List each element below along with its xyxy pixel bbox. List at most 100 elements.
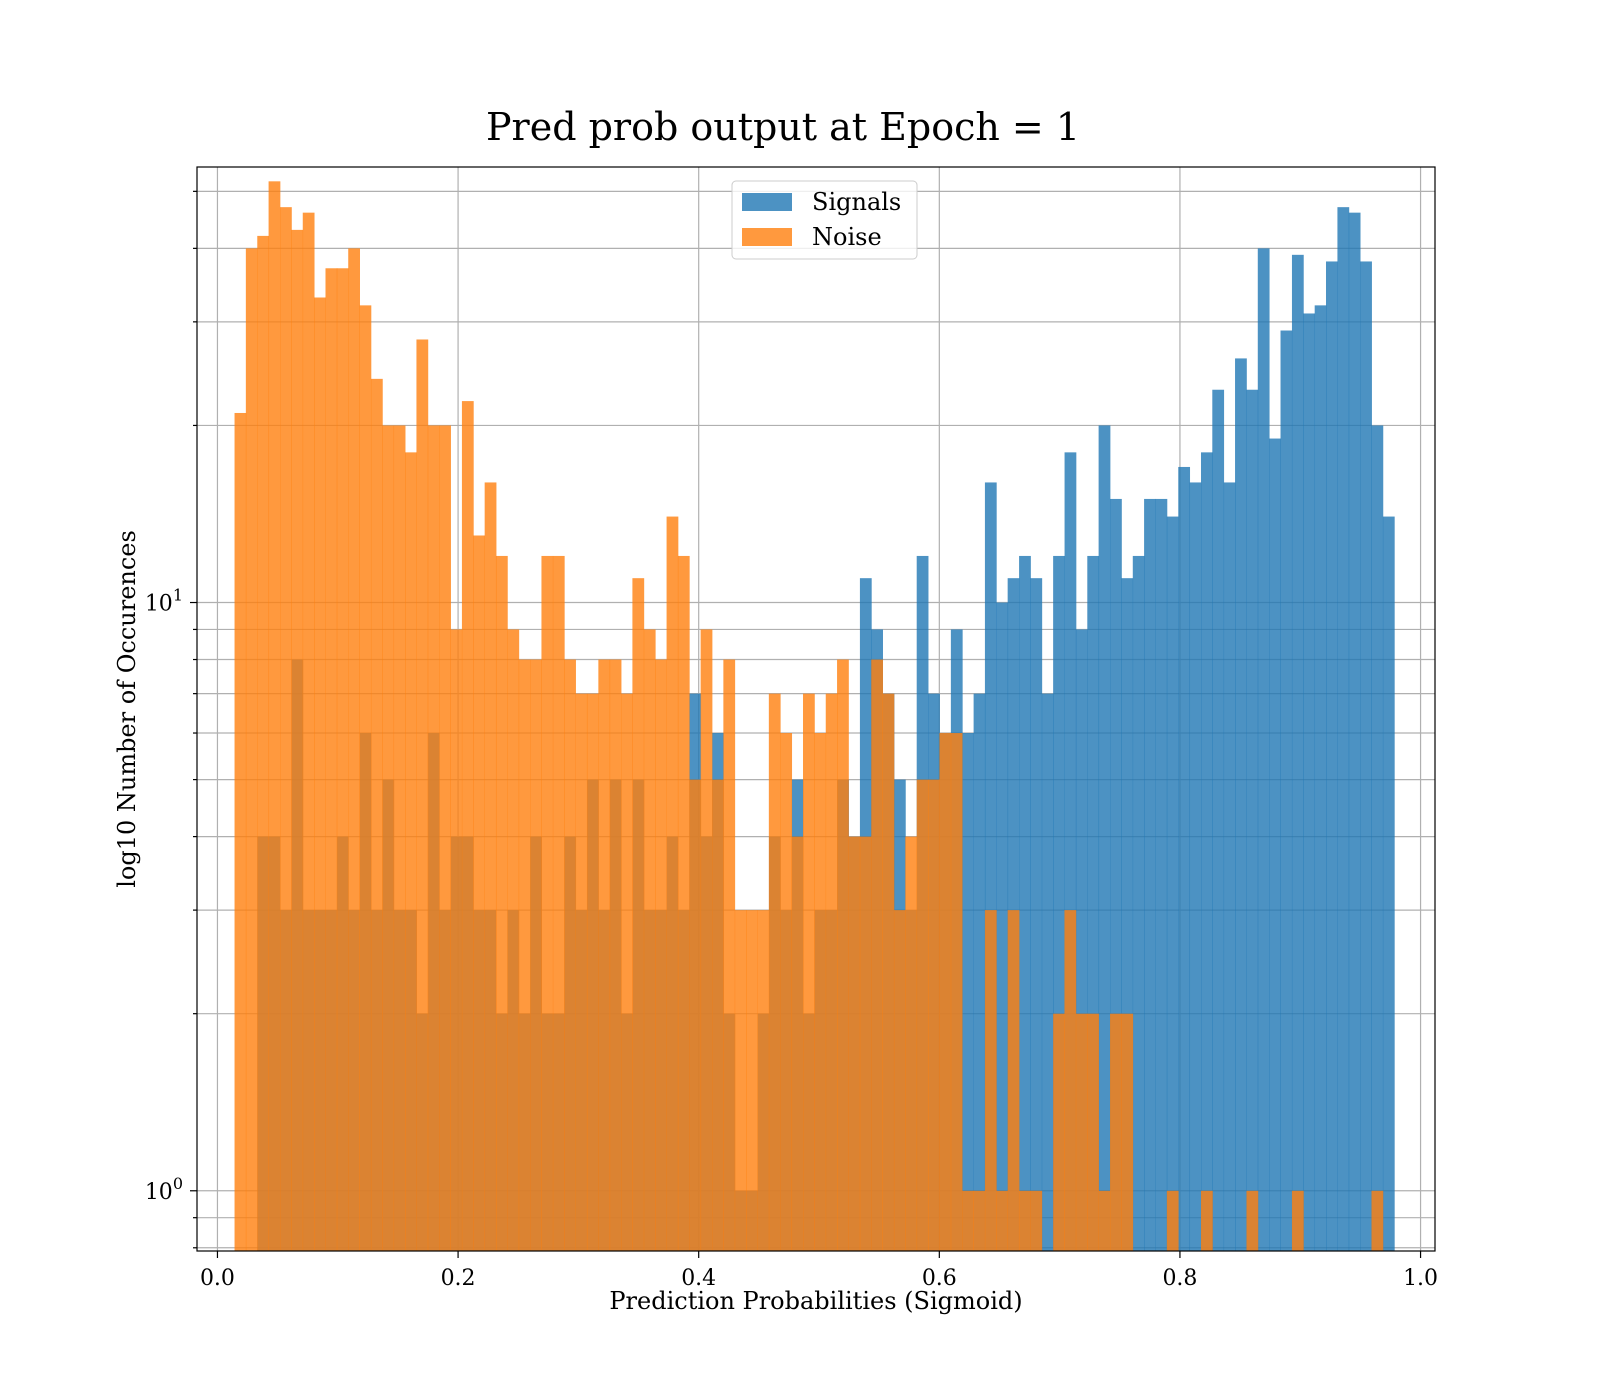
bar-noise [859,836,872,1251]
bar-noise [439,425,451,1251]
bar-noise [1246,1190,1259,1251]
bar-noise [939,733,952,1251]
bar-noise [348,248,361,1252]
bar-signals [1019,555,1031,1251]
bar-signals [1200,452,1213,1251]
bar-noise [916,779,929,1251]
y-axis-ticks: 100 101 [145,190,197,1249]
bar-signals [1303,313,1316,1251]
bar-noise [928,779,940,1251]
bar-noise [621,693,633,1251]
x-tick-label: 1.0 [1403,1266,1438,1291]
plot-frame [196,166,1436,1252]
bar-noise [609,659,622,1251]
x-tick-label: 0.4 [681,1266,716,1291]
bar-signals [1144,498,1156,1251]
bar-noise [734,910,747,1251]
x-tick-label: 0.8 [1162,1266,1197,1291]
bar-signals [1121,578,1134,1251]
bar-noise [1030,1190,1043,1251]
bar-signals [1269,438,1281,1251]
bar-noise [780,733,793,1251]
bar-noise [416,339,429,1251]
bar-noise [280,207,292,1251]
bar-signals [1325,261,1338,1252]
bar-noise [291,229,304,1251]
bar-noise [257,235,270,1251]
bar-signals [1235,358,1247,1251]
bar-noise [643,629,656,1251]
bar-noise [689,779,702,1251]
bar-signals [1257,248,1270,1252]
bar-signals [996,602,1009,1251]
bar-noise [1087,1013,1099,1251]
bar-noise [1053,1013,1065,1251]
legend: Signals Noise [731,180,918,260]
bar-signals [1041,693,1054,1251]
bar-noise [234,412,247,1251]
bar-noise [723,659,736,1251]
bar-signals [1075,629,1088,1251]
bar-signals [1053,555,1065,1251]
bar-signals [1166,516,1179,1251]
bar-signals [984,482,997,1252]
bar-noise [302,212,315,1252]
bar-noise [473,535,486,1251]
bar-noise [530,659,542,1251]
bar-noise [586,693,599,1251]
bar-noise [382,425,395,1251]
bar-signals [962,733,974,1251]
bar-noise [746,910,758,1251]
x-tick-label: 0.2 [441,1266,476,1291]
bar-noise [757,910,770,1251]
bar-signals [1291,254,1304,1252]
bar-noise [848,836,861,1251]
bar-noise [370,378,383,1251]
bar-noise [1121,1013,1134,1251]
bar-noise [825,693,838,1251]
bar-noise [575,693,588,1251]
legend-swatch-noise [742,228,792,246]
bar-noise [598,659,611,1251]
bar-noise [655,659,667,1251]
bar-noise [803,693,815,1251]
bar-signals [1189,482,1202,1252]
bar-noise [484,482,497,1252]
bar-noise [973,1190,986,1251]
bar-noise [905,836,918,1251]
bar-signals [1132,555,1145,1251]
bar-signals [1348,212,1361,1252]
legend-label-noise: Noise [812,223,882,251]
bar-noise [405,452,417,1251]
bar-signals [1087,555,1100,1251]
bar-noise [632,578,645,1251]
legend-label-signals: Signals [812,188,901,216]
bar-noise [427,425,440,1251]
bar-noise [245,248,258,1252]
bar-signals [1098,425,1111,1251]
bar-noise [450,629,463,1251]
bar-noise [677,555,690,1251]
bar-noise [1064,910,1077,1251]
bar-noise [1007,910,1020,1251]
bar-noise [666,516,679,1251]
bar-signals [1030,578,1043,1251]
bar-noise [950,733,963,1251]
bar-noise [552,555,565,1251]
bar-noise [1018,1190,1031,1251]
histogram-bars [234,181,1395,1252]
bar-signals [1382,516,1395,1251]
bar-signals [1280,330,1293,1251]
bar-noise [814,733,827,1251]
bar-noise [712,779,724,1251]
bar-noise [768,693,781,1251]
bar-noise [336,268,349,1252]
bar-noise [541,555,554,1251]
bar-noise [495,555,508,1251]
bar-signals [1246,389,1259,1252]
x-tick-label: 0.0 [200,1266,235,1291]
bar-signals [1110,498,1122,1251]
bar-noise [962,1190,974,1251]
x-tick-label: 0.6 [922,1266,957,1291]
y-axis-label: log10 Number of Occurences [113,530,141,888]
